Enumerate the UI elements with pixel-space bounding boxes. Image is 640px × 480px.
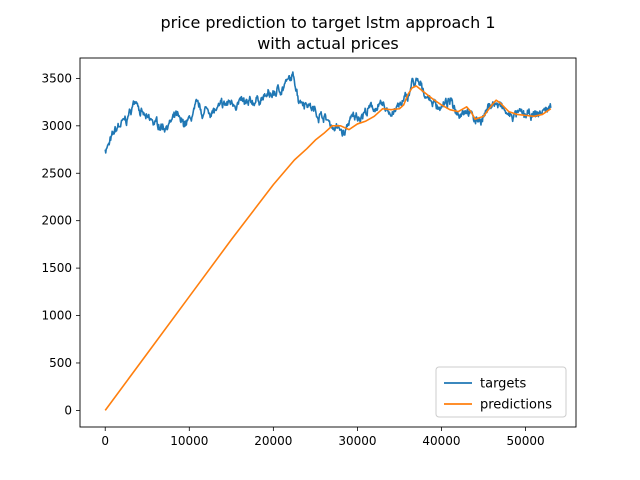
y-tick-label: 0 [64, 403, 72, 417]
x-tick-label: 40000 [422, 434, 460, 448]
legend: targets predictions [435, 366, 567, 418]
y-tick-label: 1500 [41, 261, 72, 275]
legend-label-predictions: predictions [480, 398, 552, 413]
y-tick-label: 2000 [41, 214, 72, 228]
x-tick-label: 0 [101, 434, 109, 448]
y-tick-label: 1000 [41, 309, 72, 323]
chart-subtitle: with actual prices [257, 34, 399, 53]
series-line-predictions [104, 85, 552, 411]
axes: 0 10000 20000 30000 40000 50000 0 500 1000 1500 20… [41, 57, 577, 448]
axes-frame [79, 57, 577, 428]
legend-label-targets: targets [480, 377, 527, 392]
plot-area [104, 71, 552, 411]
series-line-targets [104, 71, 552, 154]
y-tick-label: 2500 [41, 166, 72, 180]
x-tick-label: 10000 [170, 434, 208, 448]
x-tick-label: 20000 [254, 434, 292, 448]
x-tick-label: 30000 [338, 434, 376, 448]
y-tick-label: 3500 [41, 71, 72, 85]
y-tick-label: 3000 [41, 119, 72, 133]
chart-title: price prediction to target lstm approach… [160, 13, 495, 32]
y-tick-label: 500 [49, 356, 72, 370]
x-tick-label: 50000 [506, 434, 544, 448]
